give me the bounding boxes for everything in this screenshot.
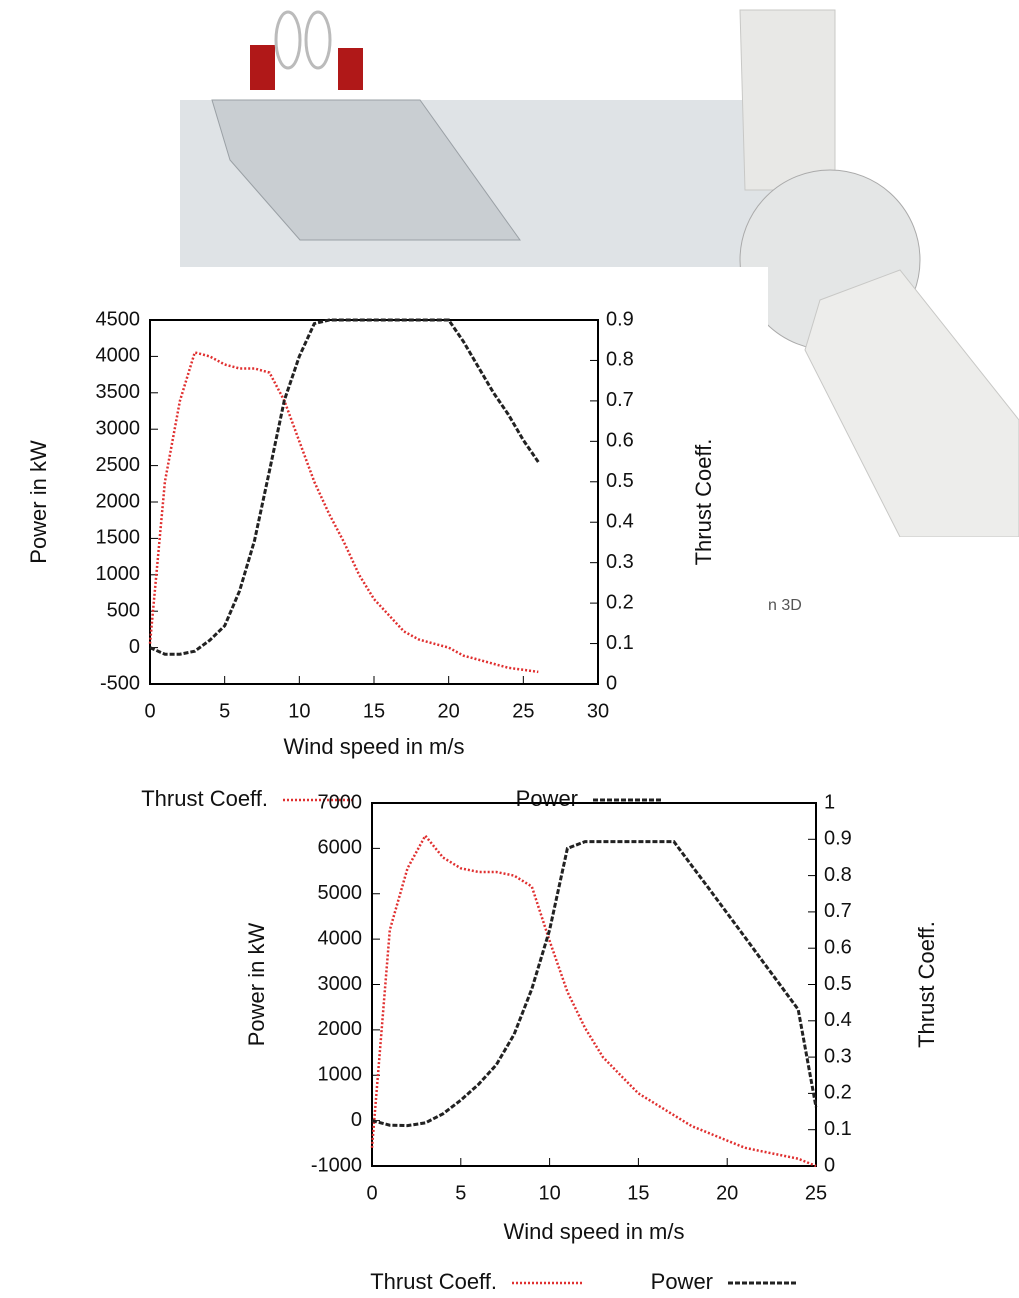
- y2-tick-label: 0.2: [824, 1082, 852, 1104]
- y2-tick-label: 0.6: [824, 936, 852, 958]
- y2-tick-label: 0.7: [824, 900, 852, 922]
- y-tick-label: 7000: [318, 791, 363, 813]
- legend-label: Power: [516, 786, 578, 811]
- y-tick-label: 4500: [96, 308, 141, 330]
- x-tick-label: 0: [366, 1182, 377, 1204]
- y-tick-label: 0: [351, 1109, 362, 1131]
- y2-tick-label: 0.9: [824, 828, 852, 850]
- beacon: [250, 45, 275, 90]
- y-tick-label: 5000: [318, 882, 363, 904]
- y2-tick-label: 0.4: [606, 511, 634, 533]
- x-tick-label: 20: [438, 700, 460, 722]
- sensor: [306, 12, 330, 68]
- y-axis-label: Power in kW: [26, 440, 51, 564]
- y2-tick-label: 0.5: [606, 470, 634, 492]
- y2-tick-label: 0.4: [824, 1009, 852, 1031]
- y2-tick-label: 0.8: [824, 864, 852, 886]
- y-tick-label: -500: [100, 672, 140, 694]
- x-tick-label: 25: [805, 1182, 827, 1204]
- legend-label: Thrust Coeff.: [141, 786, 268, 811]
- y-tick-label: 500: [107, 599, 140, 621]
- y2-axis-label: Thrust Coeff.: [691, 439, 716, 566]
- y2-tick-label: 0.1: [606, 632, 634, 654]
- x-tick-label: 15: [363, 700, 385, 722]
- y-tick-label: 3000: [318, 973, 363, 995]
- beacon: [338, 48, 363, 90]
- y2-axis-label: Thrust Coeff.: [914, 921, 939, 1048]
- screenshot: n 3D 051015202530-5000500100015002000250…: [0, 0, 1019, 1298]
- legend-label: Thrust Coeff.: [370, 1269, 497, 1294]
- y2-tick-label: 0.8: [606, 349, 634, 371]
- y-tick-label: 0: [129, 636, 140, 658]
- x-tick-label: 5: [219, 700, 230, 722]
- y-tick-label: 1000: [96, 563, 141, 585]
- y2-tick-label: 0.2: [606, 591, 634, 613]
- caption-fragment: n 3D: [768, 597, 802, 614]
- series-line: [372, 836, 816, 1166]
- y-axis-label: Power in kW: [244, 923, 269, 1047]
- y-tick-label: 3500: [96, 381, 141, 403]
- x-tick-label: 10: [288, 700, 310, 722]
- y-tick-label: 1500: [96, 527, 141, 549]
- x-tick-label: 30: [587, 700, 609, 722]
- x-tick-label: 5: [455, 1182, 466, 1204]
- y2-tick-label: 0.1: [824, 1118, 852, 1140]
- x-tick-label: 20: [716, 1182, 738, 1204]
- y-tick-label: 6000: [318, 837, 363, 859]
- series-line: [372, 842, 816, 1126]
- x-tick-label: 0: [144, 700, 155, 722]
- y2-tick-label: 1: [824, 791, 835, 813]
- x-axis-label: Wind speed in m/s: [504, 1219, 685, 1244]
- y-tick-label: 2000: [318, 1018, 363, 1040]
- plot-area: [372, 803, 816, 1166]
- y-tick-label: 2000: [96, 490, 141, 512]
- y2-tick-label: 0: [606, 672, 617, 694]
- y-tick-label: -1000: [311, 1154, 362, 1176]
- x-tick-label: 25: [512, 700, 534, 722]
- y-tick-label: 2500: [96, 454, 141, 476]
- y2-tick-label: 0.6: [606, 430, 634, 452]
- y2-tick-label: 0.9: [606, 308, 634, 330]
- x-axis-label: Wind speed in m/s: [284, 734, 465, 759]
- blade: [740, 10, 835, 190]
- x-tick-label: 15: [627, 1182, 649, 1204]
- y2-tick-label: 0.3: [606, 551, 634, 573]
- y-tick-label: 4000: [318, 927, 363, 949]
- y2-tick-label: 0.7: [606, 389, 634, 411]
- blade: [805, 270, 1019, 537]
- y2-tick-label: 0.3: [824, 1045, 852, 1067]
- y-tick-label: 1000: [318, 1064, 363, 1086]
- y-tick-label: 3000: [96, 417, 141, 439]
- turbine-image: [0, 10, 1019, 567]
- y2-tick-label: 0.5: [824, 973, 852, 995]
- y-tick-label: 4000: [96, 345, 141, 367]
- sensor: [276, 12, 300, 68]
- legend-label: Power: [651, 1269, 713, 1294]
- backdrop: [0, 537, 1019, 567]
- page: {"chart_data": [ {"type": "line", "xlabe…: [0, 0, 1019, 1298]
- x-tick-label: 10: [538, 1182, 560, 1204]
- y2-tick-label: 0: [824, 1154, 835, 1176]
